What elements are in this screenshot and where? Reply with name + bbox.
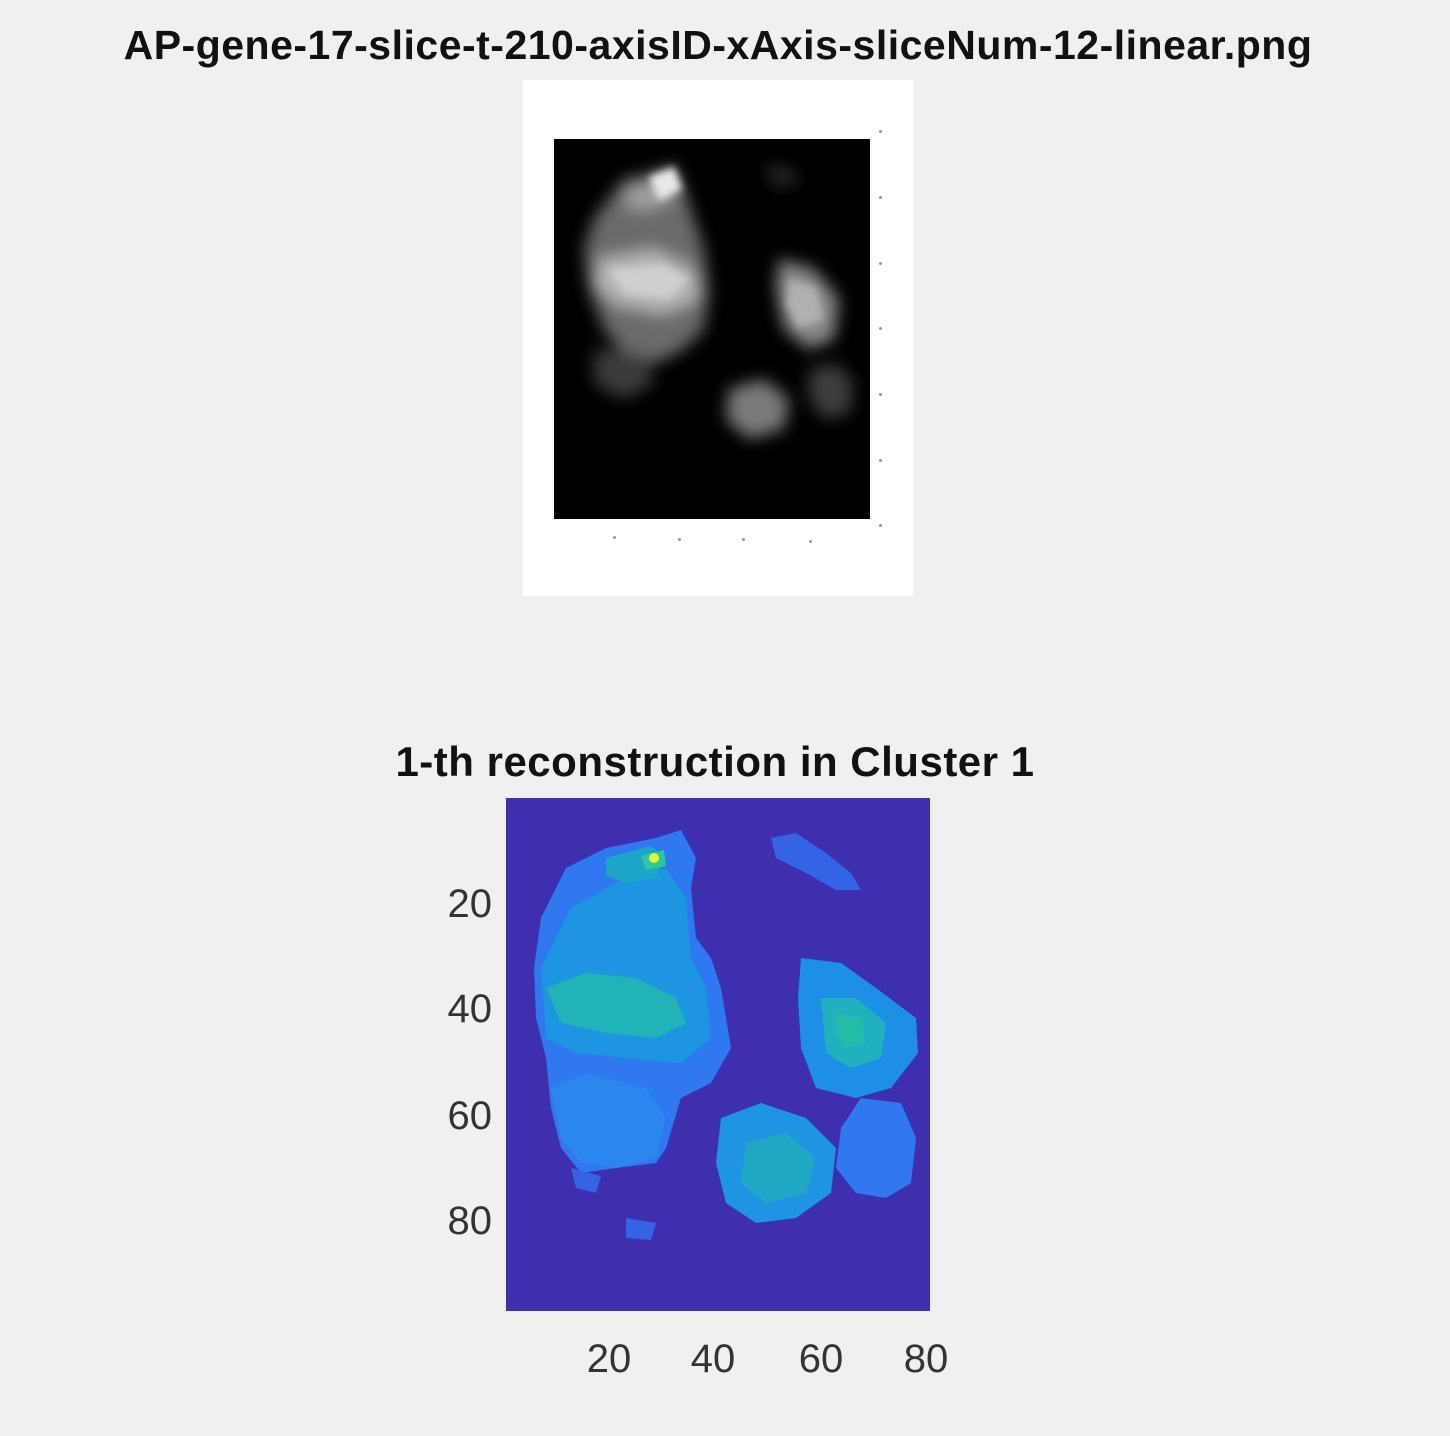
xtick-label-20: 20 (586, 1337, 632, 1381)
upper-ytick-mark (879, 524, 882, 527)
blob-right-upper (798, 958, 918, 1098)
ytick-label-60: 60 (447, 1094, 493, 1138)
upper-ytick-mark (879, 262, 882, 265)
upper-ytick-mark (879, 196, 882, 199)
blob-right-lower (716, 1098, 916, 1223)
upper-xtick-mark (613, 536, 616, 539)
upper-ytick-mark (879, 459, 882, 462)
reconstruction-heatmap (506, 798, 930, 1311)
ytick-label-40: 40 (447, 987, 493, 1031)
figure-title: AP-gene-17-slice-t-210-axisID-xAxis-slic… (123, 22, 1313, 68)
ytick-label-20: 20 (447, 882, 493, 926)
upper-xtick-mark (809, 540, 812, 543)
reconstruction-heatmap-svg (534, 830, 918, 1240)
upper-image-panel (523, 80, 913, 596)
grayscale-slice-svg (584, 164, 854, 439)
xtick-label-40: 40 (690, 1337, 736, 1381)
reconstruction-title: 1-th reconstruction in Cluster 1 (395, 738, 1035, 785)
upper-ytick-mark (879, 393, 882, 396)
ytick-label-80: 80 (447, 1199, 493, 1243)
upper-ytick-mark (879, 130, 882, 133)
xtick-label-60: 60 (798, 1337, 844, 1381)
xtick-label-80: 80 (903, 1337, 949, 1381)
blob-top-right-small (771, 833, 861, 890)
upper-ytick-mark (879, 327, 882, 330)
blob-left-large (534, 830, 731, 1240)
upper-xtick-mark (742, 538, 745, 541)
grayscale-slice-image (554, 139, 870, 519)
upper-xtick-mark (678, 538, 681, 541)
